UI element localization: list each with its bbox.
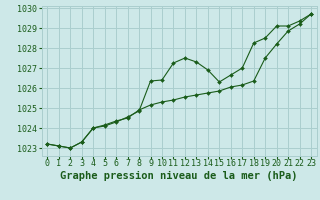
X-axis label: Graphe pression niveau de la mer (hPa): Graphe pression niveau de la mer (hPa): [60, 171, 298, 181]
